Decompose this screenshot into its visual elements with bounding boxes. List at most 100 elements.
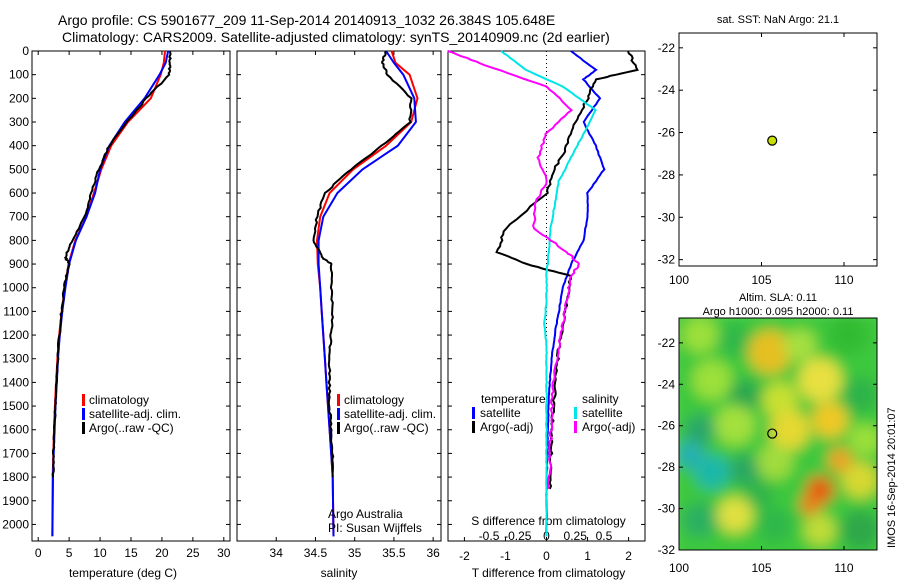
salinity-tick-label: 34 — [270, 546, 284, 560]
sla-map-lat-label: -30 — [658, 502, 676, 516]
salinity-series-satellite — [317, 50, 417, 537]
sla-map-argo-point — [767, 428, 778, 439]
sla-heatmap-patch — [682, 502, 718, 538]
difference-S-tick-label: 0.25 — [564, 529, 588, 543]
temperature-tick-label: 0 — [35, 546, 42, 560]
difference-T-tick-label: -1 — [500, 549, 511, 563]
sla-heatmap-patch — [719, 324, 751, 356]
sla-heatmap-patch — [684, 414, 716, 446]
temperature-legend-swatch — [82, 408, 85, 420]
sla-heatmap-patch — [804, 514, 836, 546]
difference-series-sal-argo — [447, 50, 581, 489]
temperature-legend-swatch — [82, 422, 85, 434]
sst-map-lon-label: 105 — [751, 273, 771, 287]
sst-map-lat-label: -32 — [658, 253, 676, 267]
sla-heatmap-patch — [828, 318, 868, 355]
depth-tick-label: 0 — [22, 44, 29, 58]
sla-map-frame — [678, 317, 878, 551]
difference-series-sal-satellite — [500, 50, 597, 537]
temperature-tick-label: 15 — [124, 546, 138, 560]
difference-legend-temperature-title: temperature — [481, 392, 546, 406]
difference-T-tick-label: 0 — [543, 549, 550, 563]
depth-tick-label: 1000 — [2, 281, 29, 295]
depth-tick-label: 800 — [9, 233, 29, 247]
depth-tick-label: 900 — [9, 257, 29, 271]
sla-heatmap-patch — [849, 424, 877, 456]
difference-legend-label: satellite — [582, 406, 623, 420]
sla-map-title: Altim. SLA: 0.11 — [739, 292, 817, 304]
difference-legend-swatch — [574, 407, 577, 419]
sla-map-lon-label: 110 — [834, 561, 853, 575]
sla-heatmap-patch — [798, 358, 842, 402]
sla-map-lat-label: -22 — [658, 336, 676, 350]
sla-heatmap-patch — [828, 448, 852, 472]
depth-tick-label: 700 — [9, 210, 29, 224]
depth-tick-label: 1400 — [2, 375, 29, 389]
difference-T-tick-label: -2 — [459, 549, 470, 563]
title-line-2: Climatology: CARS2009. Satellite-adjuste… — [62, 29, 610, 45]
salinity-annotation: PI: Susan Wijffels — [328, 521, 422, 535]
salinity-series-argo — [312, 50, 413, 478]
sla-map-lat-label: -24 — [658, 377, 676, 391]
sst-map-lon-label: 100 — [669, 273, 689, 287]
sla-heatmap-patch — [812, 402, 848, 438]
depth-tick-label: 1700 — [2, 446, 29, 460]
temperature-legend-label: climatology — [89, 393, 149, 407]
salinity-tick-label: 36 — [426, 546, 440, 560]
sla-map-lat-label: -28 — [658, 460, 676, 474]
sla-heatmap-patch — [717, 497, 753, 533]
temperature-series-argo — [51, 50, 172, 478]
sla-heatmap-patch — [746, 481, 774, 509]
sst-map-frame — [678, 32, 878, 267]
difference-S-axis-label: S difference from climatology — [471, 514, 626, 528]
sla-map-lat-label: -32 — [658, 543, 676, 557]
difference-legend-label: satellite — [480, 406, 521, 420]
difference-series-temp-satellite — [545, 50, 606, 537]
sst-map-lon-label: 110 — [834, 273, 853, 287]
sla-heatmap-patch — [770, 410, 810, 450]
difference-legend-label: Argo(-adj) — [582, 420, 635, 434]
difference-T-tick-label: 2 — [625, 549, 632, 563]
difference-legend-label: Argo(-adj) — [480, 420, 533, 434]
salinity-legend-swatch — [337, 394, 340, 406]
temperature-axis-label: temperature (deg C) — [69, 566, 177, 580]
difference-S-tick-label: -0.25 — [504, 529, 532, 543]
depth-tick-label: 1900 — [2, 494, 29, 508]
sst-map-lat-label: -26 — [658, 126, 676, 140]
sla-heatmap-patch — [842, 377, 877, 413]
temperature-tick-label: 10 — [93, 546, 107, 560]
salinity-legend-swatch — [337, 422, 340, 434]
depth-tick-label: 2000 — [2, 517, 29, 531]
temperature-tick-label: 5 — [66, 546, 73, 560]
title-line-1: Argo profile: CS 5901677_209 11-Sep-2014… — [58, 12, 556, 28]
depth-tick-label: 100 — [9, 68, 29, 82]
temperature-tick-label: 20 — [155, 546, 169, 560]
difference-series-temp-argo — [495, 50, 639, 490]
temperature-legend-label: Argo(..raw -QC) — [89, 421, 174, 435]
difference-legend-swatch — [472, 407, 475, 419]
sst-map-lat-label: -24 — [658, 83, 676, 97]
depth-tick-label: 1800 — [2, 470, 29, 484]
sla-map-lat-label: -26 — [658, 419, 676, 433]
sla-map-lon-label: 105 — [751, 561, 771, 575]
sla-map-lon-label: 100 — [669, 561, 689, 575]
sla-heatmap-patch — [682, 318, 718, 353]
sla-heatmap-patch — [729, 379, 761, 411]
sst-map-lat-label: -30 — [658, 210, 676, 224]
difference-legend-swatch — [472, 421, 475, 433]
sst-map-title: sat. SST: NaN Argo: 21.1 — [717, 14, 839, 26]
temperature-legend-swatch — [82, 394, 85, 406]
sla-heatmap-blur — [679, 318, 877, 550]
sla-heatmap-patch — [692, 360, 732, 400]
temperature-legend-label: satellite-adj. clim. — [89, 407, 181, 421]
salinity-tick-label: 34.5 — [304, 546, 328, 560]
temperature-panel-frame — [31, 50, 231, 542]
sla-map-subtitle: Argo h1000: 0.095 h2000: 0.11 — [703, 306, 854, 318]
depth-tick-label: 1300 — [2, 352, 29, 366]
salinity-tick-label: 35.5 — [382, 546, 406, 560]
sla-heatmap-patch — [757, 507, 793, 543]
salinity-legend-label: Argo(..raw -QC) — [344, 421, 429, 435]
sla-heatmap-field — [679, 318, 877, 550]
difference-S-tick-label: 0.5 — [596, 529, 613, 543]
